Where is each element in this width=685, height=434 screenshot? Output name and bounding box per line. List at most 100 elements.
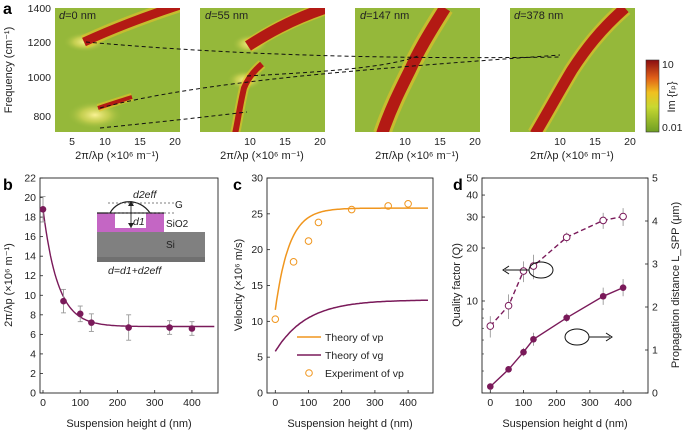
ytick-label: 5 (257, 352, 263, 364)
vp-experiment-point (347, 205, 356, 214)
panel-a-letter: a (3, 1, 12, 18)
quality-factor-point (486, 322, 495, 330)
ytick-label: 18 (24, 212, 36, 224)
ytick-label: 20 (251, 244, 263, 256)
ytick-label: 0 (30, 388, 36, 400)
panel-b-xlabel: Suspension height d (nm) (66, 418, 191, 430)
ytick-label: 12 (24, 270, 36, 282)
propagation-distance-point (530, 335, 537, 343)
ytick-left-label: 10 (466, 295, 478, 307)
panel-a-xlabel-4: 2π/λp (×10⁶ m⁻¹) (530, 150, 614, 162)
vp-experiment-point (271, 315, 280, 323)
colorbar-max: 10 (662, 59, 674, 71)
panel-d-annotations (502, 261, 613, 346)
panel-a-ylabel: Frequency (cm⁻¹) (3, 27, 15, 114)
panel-d-ylabel-right: Propagation distance L_SPP (μm) (670, 202, 682, 368)
dispersion-map-d378: d=378 nm (510, 8, 635, 132)
vg-theory-curve (274, 299, 429, 352)
xtick-a3-20: 20 (469, 136, 481, 148)
ytick-1400: 1400 (28, 3, 52, 15)
xtick-label: 400 (183, 397, 201, 409)
xtick-label: 100 (515, 397, 533, 409)
ytick-right-label: 4 (652, 216, 658, 228)
xtick-a4-15: 15 (589, 136, 601, 148)
vp-experiment-point (404, 200, 412, 208)
inset-graphene-label: G (175, 200, 183, 211)
ytick-label: 6 (30, 329, 36, 341)
ytick-right-label: 1 (652, 345, 658, 357)
ytick-800: 800 (33, 111, 51, 123)
xtick-label: 0 (40, 397, 46, 409)
data-point (188, 325, 196, 332)
xtick-a1-5: 5 (69, 136, 75, 148)
ytick-left-label: 50 (466, 173, 478, 185)
ytick-label: 10 (251, 316, 263, 328)
panel-d-xlabel: Suspension height d (nm) (502, 418, 627, 430)
dispersion-map-d0: d=0 nm (55, 8, 180, 132)
inset-si-label: Si (166, 240, 175, 251)
legend-vp-experiment: Experiment of vp (325, 368, 404, 380)
data-point (125, 324, 132, 331)
xtick-label: 0 (487, 397, 493, 409)
colorbar-label: Im {rₚ} (666, 81, 678, 112)
xtick-label: 400 (399, 397, 417, 409)
ytick-label: 15 (251, 280, 263, 292)
xtick-label: 100 (300, 397, 318, 409)
ytick-label: 10 (24, 290, 36, 302)
dispersion-map-d147: d=147 nm (355, 8, 480, 132)
xtick-label: 400 (614, 397, 632, 409)
xtick-a3-10: 10 (399, 136, 411, 148)
ytick-right-label: 5 (652, 173, 658, 185)
xtick-a4-10: 10 (554, 136, 566, 148)
ytick-1000: 1000 (28, 72, 52, 84)
xtick-label: 300 (366, 397, 384, 409)
inset-deff-label: d2eff (133, 189, 157, 201)
vp-experiment-point (289, 258, 298, 266)
ytick-label: 2 (30, 368, 36, 380)
ytick-label: 25 (251, 208, 263, 220)
panel-a-xticks: 5 10 15 20 10 15 20 10 15 20 10 15 20 (69, 136, 636, 148)
inset-d1-label: d1 (133, 216, 145, 228)
panel-b-ylabel: 2π/λp (×10⁶ m⁻¹) (3, 243, 15, 327)
subplot-title-d55: d=55 nm (205, 10, 248, 22)
data-point (88, 319, 95, 326)
ytick-label: 14 (24, 251, 36, 263)
xtick-label: 200 (333, 397, 351, 409)
ytick-right-label: 3 (652, 259, 658, 271)
xtick-a1-15: 15 (134, 136, 146, 148)
ytick-left-label: 40 (466, 190, 478, 202)
vp-theory-curve (274, 207, 428, 311)
xtick-a1-20: 20 (169, 136, 181, 148)
panel-d-letter: d (453, 177, 463, 194)
ytick-label: 30 (251, 173, 263, 185)
ytick-label: 0 (257, 388, 263, 400)
xtick-a2-15: 15 (279, 136, 291, 148)
xtick-a3-15: 15 (434, 136, 446, 148)
xtick-label: 100 (71, 397, 89, 409)
panel-d-ylabel-left: Quality factor (Q) (451, 243, 463, 327)
quality-factor-point (562, 233, 571, 242)
xtick-a1-10: 10 (99, 136, 111, 148)
propagation-distance-point (619, 284, 627, 291)
vp-experiment-point (314, 218, 323, 227)
colorbar-min: 0.01 (662, 122, 683, 134)
inset-sio2-label: SiO2 (166, 219, 189, 230)
data-point (60, 297, 67, 305)
xtick-a2-20: 20 (314, 136, 326, 148)
subplot-title-d378: d=378 nm (514, 10, 563, 22)
ytick-label: 20 (24, 192, 36, 204)
subplot-title-d0: d=0 nm (59, 10, 96, 22)
ytick-label: 22 (24, 173, 36, 185)
propagation-distance-point (505, 366, 512, 373)
panel-c-ylabel: Velocity (×10⁶ m/s) (233, 239, 245, 331)
xtick-a4-20: 20 (624, 136, 636, 148)
panel-c-letter: c (233, 177, 242, 194)
quality-factor-point (619, 212, 627, 221)
ytick-1200: 1200 (28, 37, 52, 49)
ytick-left-label: 30 (466, 212, 478, 224)
panel-a-yticks: 1400 1200 1000 800 (28, 3, 52, 123)
legend-vg-theory: Theory of vg (325, 350, 384, 362)
